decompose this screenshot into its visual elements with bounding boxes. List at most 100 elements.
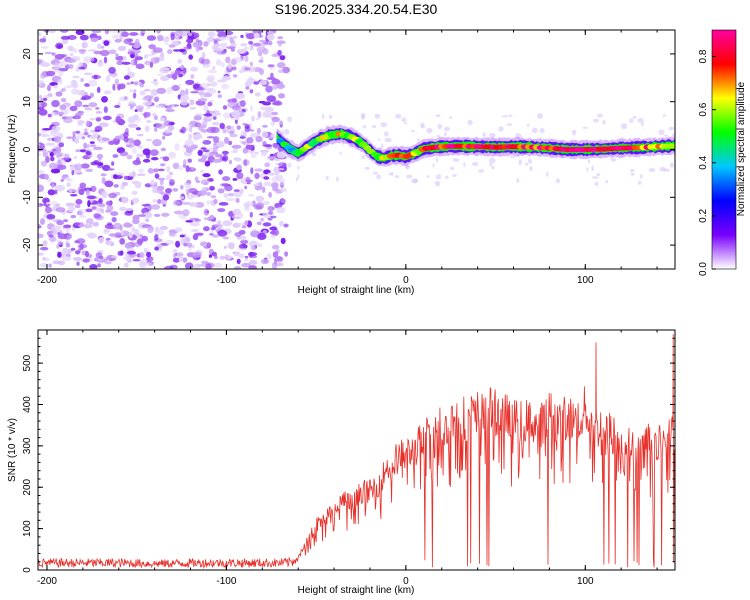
noise-blob [184,183,192,190]
noise-blob [62,247,69,255]
noise-blob [72,75,80,79]
noise-blob [93,50,102,55]
noise-blob [194,176,199,182]
noise-blob [339,151,342,155]
noise-blob [243,159,248,167]
noise-blob [187,158,192,163]
noise-blob [157,177,166,181]
noise-blob [275,262,284,267]
noise-blob [179,196,185,200]
noise-blob [669,162,674,168]
noise-blob [231,144,242,149]
noise-blob [222,112,231,119]
noise-blob [47,177,52,184]
noise-blob [207,88,217,95]
noise-blob [88,102,98,108]
noise-blob [192,233,199,241]
noise-blob [103,90,112,95]
noise-blob [180,185,184,190]
noise-blob [416,138,420,141]
noise-blob [132,147,137,154]
noise-blob [76,261,80,266]
noise-blob [234,103,239,112]
noise-blob [67,35,77,40]
noise-blob [129,89,134,93]
noise-blob [203,104,209,112]
noise-blob [153,79,157,82]
noise-blob [260,40,267,47]
noise-blob [260,56,264,60]
noise-blob [491,165,495,170]
noise-blob [244,126,251,132]
noise-blob [49,152,54,157]
noise-blob [531,127,538,134]
noise-blob [85,151,92,156]
noise-blob [152,186,158,194]
noise-blob [271,116,281,123]
noise-blob [177,59,183,64]
noise-blob [434,180,441,187]
noise-blob [189,202,198,207]
noise-blob [46,137,53,141]
noise-blob [107,255,111,259]
noise-blob [109,233,116,237]
noise-blob [250,105,254,112]
noise-blob [132,218,140,225]
noise-blob [135,153,145,158]
noise-blob [96,43,102,50]
noise-blob [48,263,52,268]
noise-blob [45,142,56,146]
noise-blob [225,56,231,64]
noise-blob [154,228,165,236]
noise-blob [81,136,85,140]
noise-blob [593,118,599,123]
noise-blob [89,134,97,140]
noise-blob [201,52,206,59]
noise-blob [177,83,182,88]
noise-blob [70,193,78,197]
noise-blob [401,117,407,122]
noise-blob [198,264,207,267]
noise-blob [236,164,242,171]
noise-blob [109,30,120,34]
noise-blob [218,36,227,41]
noise-blob [154,246,160,251]
noise-blob [200,147,207,150]
noise-blob [267,172,276,176]
noise-blob [99,49,110,57]
noise-blob [246,137,254,144]
noise-blob [240,34,244,39]
noise-blob [192,41,201,48]
noise-blob [444,126,450,132]
noise-blob [95,107,100,110]
noise-blob [194,219,202,222]
noise-blob [132,159,142,166]
noise-blob [220,61,226,68]
noise-blob [83,72,93,76]
noise-blob [262,230,268,234]
noise-blob [65,242,71,248]
noise-blob [255,202,264,210]
noise-blob [46,214,56,220]
noise-blob [44,206,52,214]
noise-blob [160,147,166,152]
noise-blob [183,159,187,166]
noise-blob [245,32,256,40]
noise-blob [74,163,83,171]
noise-blob [144,125,150,132]
noise-blob [591,165,594,172]
noise-blob [498,126,504,132]
noise-blob [106,204,114,212]
noise-blob [119,238,126,245]
noise-blob [193,115,202,121]
noise-blob [162,156,170,162]
noise-blob [501,115,508,118]
noise-blob [195,100,206,106]
noise-blob [117,45,127,52]
noise-blob [227,242,235,250]
noise-blob [84,92,88,96]
noise-blob [53,136,62,143]
noise-blob [85,250,89,258]
noise-blob [82,104,90,108]
noise-blob [44,174,49,180]
